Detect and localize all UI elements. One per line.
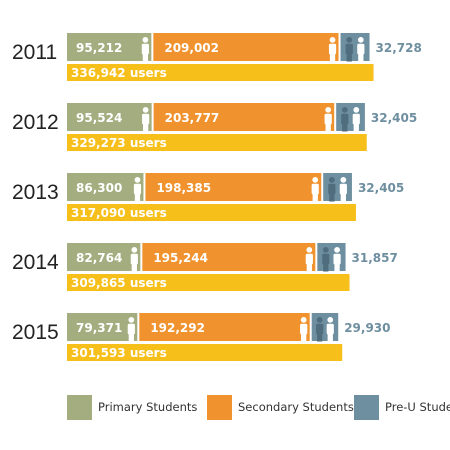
bar-secondary: [145, 173, 322, 201]
legend-label-secondary: Secondary Students: [238, 400, 354, 414]
bar-total: [67, 64, 374, 81]
person-icon: [357, 37, 365, 62]
bar-primary: [67, 243, 141, 271]
person-icon: [341, 107, 349, 132]
value-label-primary: 82,764: [76, 251, 122, 265]
person-icon: [127, 317, 135, 342]
person-icon: [324, 107, 332, 132]
bar-secondary: [139, 313, 310, 341]
person-pair-icon: [328, 177, 347, 202]
legend-swatch-secondary: [207, 394, 232, 420]
value-label-secondary: 195,244: [153, 251, 208, 265]
person-icon: [328, 37, 337, 62]
total-label: 336,942 users: [71, 66, 167, 80]
row-2012: 2012 95,524 203,777 32,405 329,273 users: [12, 103, 417, 151]
person-icon: [305, 247, 313, 272]
legend-swatch-pre-u: [354, 394, 379, 420]
legend-item-primary: Primary Students: [67, 392, 197, 422]
person-pair-icon: [345, 37, 365, 62]
legend-item-secondary: Secondary Students: [207, 392, 354, 422]
total-label: 301,593 users: [71, 346, 167, 360]
bar-primary: [67, 173, 144, 201]
value-label-primary: 79,371: [76, 321, 122, 335]
bar-total: [67, 204, 356, 221]
bar-primary: [67, 33, 152, 61]
bar-pre-u: [311, 313, 339, 341]
person-icon: [141, 37, 149, 62]
year-label: 2013: [12, 181, 59, 204]
person-icon: [133, 177, 142, 202]
person-icon: [328, 177, 336, 202]
person-icon: [322, 247, 330, 272]
legend-label-primary: Primary Students: [98, 400, 198, 414]
stacked-bar-chart: 2011 95,212 209,002 32,728 336,942 users 2012…: [12, 33, 422, 361]
bar-pre-u: [336, 103, 365, 131]
person-pair-icon: [316, 317, 334, 342]
person-icon: [311, 177, 319, 202]
bar-primary: [67, 313, 138, 341]
person-icon: [352, 107, 360, 132]
bar-secondary: [142, 243, 316, 271]
bar-total: [67, 274, 350, 291]
bar-secondary: [153, 33, 339, 61]
value-label-primary: 86,300: [76, 181, 122, 195]
value-label-pre-u: 31,857: [352, 251, 398, 265]
row-2015: 2015 79,371 192,292 29,930 301,593 users: [12, 313, 391, 361]
person-icon: [316, 317, 324, 342]
value-label-primary: 95,212: [76, 41, 122, 55]
value-label-secondary: 209,002: [164, 41, 219, 55]
bar-pre-u: [340, 33, 370, 61]
value-label-secondary: 198,385: [156, 181, 211, 195]
row-2013: 2013 86,300 198,385 32,405 317,090 users: [12, 173, 404, 221]
person-icon: [339, 177, 347, 202]
person-icon: [326, 317, 334, 342]
person-icon: [130, 247, 138, 272]
person-icon: [345, 37, 353, 62]
row-2014: 2014 82,764 195,244 31,857 309,865 users: [12, 243, 398, 291]
value-label-primary: 95,524: [76, 111, 122, 125]
legend-item-pre-u: Pre-U Studen: [354, 392, 450, 422]
total-label: 317,090 users: [71, 206, 167, 220]
total-label: 309,865 users: [71, 276, 167, 290]
person-pair-icon: [322, 247, 341, 272]
value-label-secondary: 192,292: [150, 321, 205, 335]
bar-secondary: [153, 103, 335, 131]
bar-total: [67, 134, 367, 151]
year-label: 2012: [12, 111, 59, 134]
person-pair-icon: [341, 107, 360, 132]
bar-total: [67, 344, 343, 361]
year-label: 2014: [12, 251, 59, 274]
year-label: 2011: [12, 41, 57, 64]
bar-pre-u: [323, 173, 352, 201]
person-icon: [333, 247, 341, 272]
total-label: 329,273 users: [71, 136, 167, 150]
legend: Primary Students Secondary Students Pre-…: [67, 392, 450, 422]
value-label-pre-u: 32,405: [371, 111, 417, 125]
person-icon: [300, 317, 308, 342]
person-icon: [142, 107, 150, 132]
value-label-secondary: 203,777: [165, 111, 220, 125]
legend-swatch-primary: [67, 394, 92, 420]
value-label-pre-u: 29,930: [344, 321, 390, 335]
year-label: 2015: [12, 321, 59, 344]
bar-pre-u: [317, 243, 346, 271]
bar-primary: [67, 103, 152, 131]
value-label-pre-u: 32,728: [376, 41, 422, 55]
legend-label-pre-u: Pre-U Studen: [385, 400, 450, 414]
row-2011: 2011 95,212 209,002 32,728 336,942 users: [12, 33, 422, 81]
value-label-pre-u: 32,405: [358, 181, 404, 195]
